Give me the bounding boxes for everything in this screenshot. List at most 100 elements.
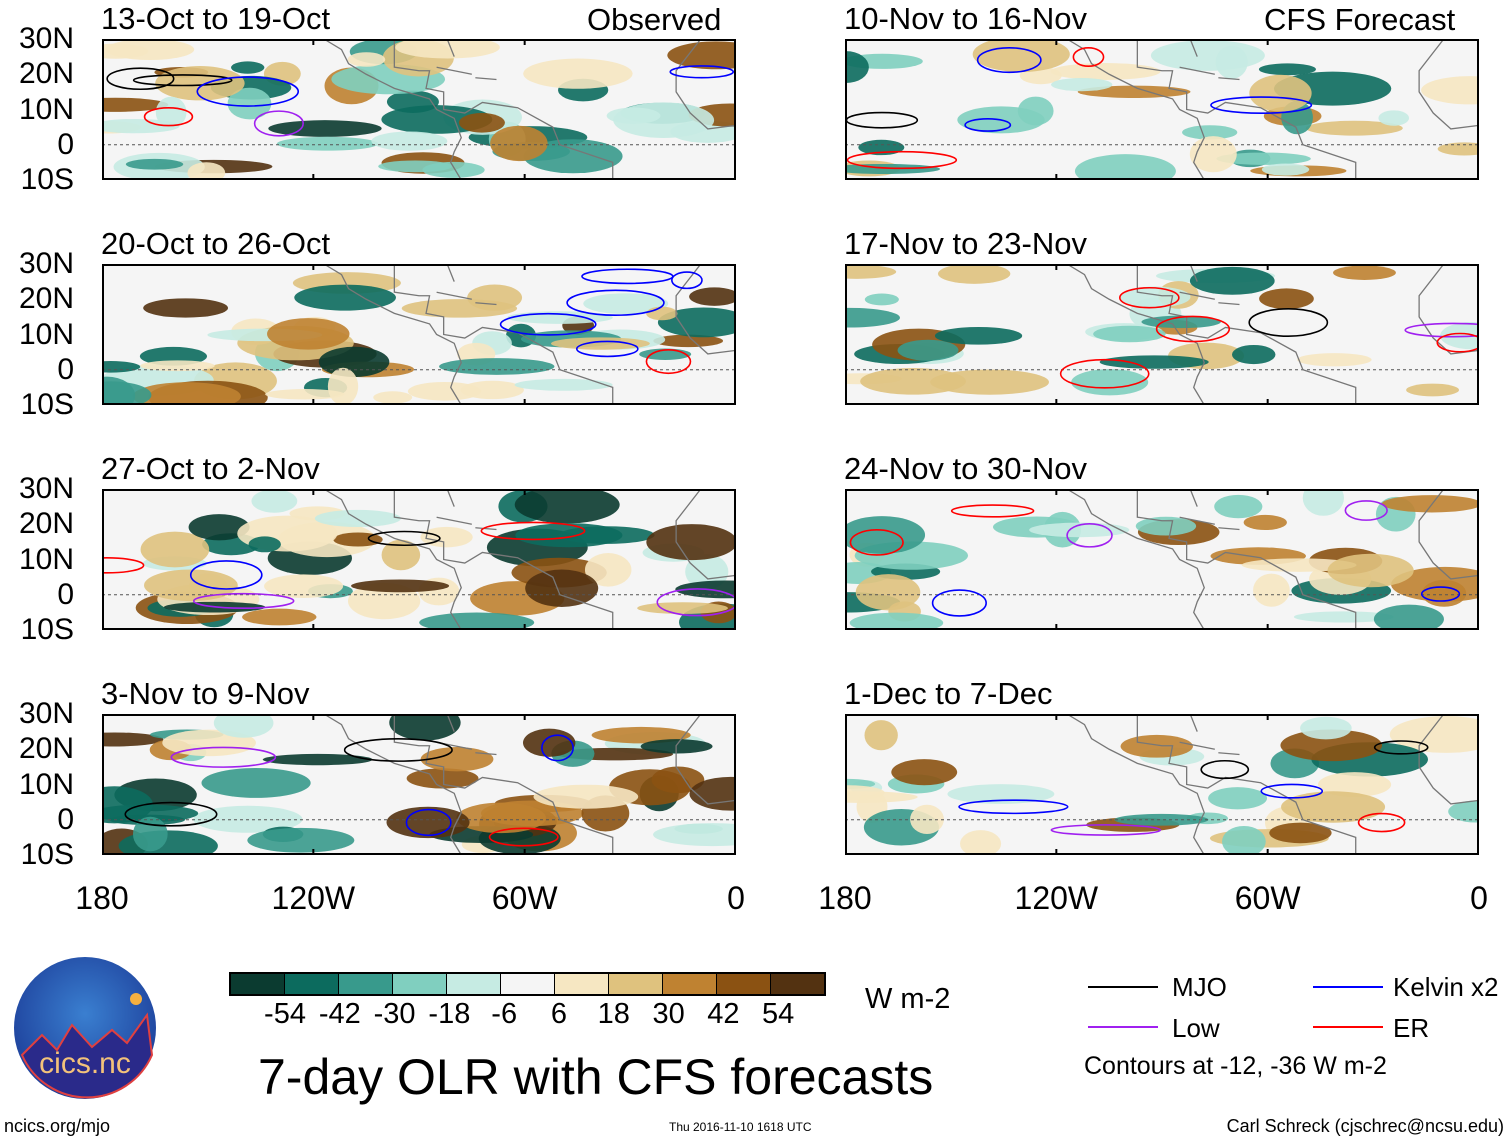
olr-anomaly-patch (1099, 355, 1209, 369)
filtered-olr-contour (1420, 586, 1461, 602)
olr-anomaly-patch (651, 766, 705, 794)
olr-anomaly-patch (864, 293, 899, 306)
legend-er-label: ER (1393, 1013, 1430, 1043)
filtered-olr-contour (405, 808, 452, 837)
olr-anomaly-patch (458, 112, 505, 133)
coastline (323, 489, 462, 630)
lat-tick-label: 20N (18, 732, 74, 766)
filtered-olr-contour (253, 110, 304, 137)
filtered-olr-contour (958, 799, 1069, 815)
olr-anomaly-patch (689, 287, 736, 306)
olr-map-panel (845, 264, 1479, 405)
olr-anomaly-patch (102, 732, 164, 747)
filtered-olr-contour (1059, 358, 1150, 389)
olr-anomaly-patch (1249, 74, 1312, 112)
olr-anomaly-patch (1253, 573, 1290, 607)
coastline (1179, 291, 1215, 300)
olr-anomaly-patch (646, 306, 678, 321)
olr-anomaly-patch (1071, 369, 1149, 396)
filtered-olr-contour (931, 589, 987, 617)
olr-anomaly-patch (247, 827, 355, 853)
olr-anomaly-patch (897, 339, 959, 361)
olr-anomaly-patch (1281, 791, 1386, 823)
coastline (1136, 714, 1357, 855)
olr-anomaly-patch (657, 307, 736, 338)
olr-anomaly-patch (155, 96, 187, 128)
olr-anomaly-patch (937, 264, 1011, 284)
olr-anomaly-patch (268, 120, 382, 137)
filtered-olr-contour (1344, 500, 1388, 521)
coastline (475, 302, 497, 306)
filtered-olr-contour (1155, 315, 1231, 343)
olr-anomaly-patch (523, 58, 633, 89)
filtered-olr-contour (106, 67, 175, 91)
filtered-olr-contour (102, 557, 145, 574)
filtered-olr-contour (499, 312, 597, 336)
olr-anomaly-patch (845, 785, 885, 801)
olr-anomaly-patch (213, 714, 274, 738)
filtered-olr-contour (480, 521, 586, 541)
olr-anomaly-patch (102, 786, 153, 824)
olr-anomaly-patch (845, 264, 897, 279)
coastline (1189, 264, 1198, 282)
colorbar-level-label: 6 (550, 998, 568, 1030)
olr-anomaly-patch (231, 61, 265, 74)
panel-title: 1-Dec to 7-Dec (844, 676, 1053, 711)
panel-frame (102, 264, 736, 405)
filtered-olr-contour (1373, 740, 1429, 755)
footer-timestamp: Thu 2016-11-10 1618 UTC (669, 1120, 812, 1134)
olr-anomaly-patch (1261, 163, 1310, 176)
filtered-olr-contour (1066, 523, 1113, 548)
olr-anomaly-patch (525, 569, 599, 607)
coastline (1418, 714, 1479, 805)
coastline (1136, 489, 1357, 630)
panel-title: 3-Nov to 9-Nov (101, 676, 310, 711)
olr-anomaly-patch (1317, 772, 1392, 798)
olr-anomaly-patch (314, 509, 401, 528)
olr-anomaly-patch (389, 714, 461, 741)
coastline (436, 291, 472, 300)
olr-anomaly-patch (947, 784, 1055, 804)
olr-anomaly-patch (378, 160, 453, 173)
olr-anomaly-patch (1150, 40, 1265, 71)
coastline (675, 489, 736, 580)
footer-author: Carl Schreck (cjschrec@ncsu.edu) (1226, 1116, 1504, 1136)
filtered-olr-contour (132, 74, 233, 87)
olr-anomaly-patch (583, 293, 669, 315)
olr-anomaly-patch (102, 381, 152, 405)
olr-anomaly-patch (855, 574, 921, 611)
filtered-olr-contour (645, 349, 692, 375)
olr-anomaly-patch (522, 728, 576, 757)
filtered-olr-contour (976, 46, 1042, 74)
olr-anomaly-patch (1327, 553, 1414, 588)
olr-anomaly-patch (1114, 813, 1209, 826)
olr-map-panel (102, 714, 736, 855)
olr-anomaly-patch (1258, 63, 1316, 76)
lat-tick-label: 20N (18, 282, 74, 316)
olr-anomaly-patch (242, 608, 317, 626)
colorbar-level-label: -54 (264, 998, 306, 1030)
lat-tick-label: 30N (18, 247, 74, 280)
legend-mjo-label: MJO (1172, 972, 1227, 1002)
coastline (1066, 39, 1205, 180)
coastline (436, 516, 472, 525)
olr-anomaly-patch (515, 523, 623, 548)
olr-anomaly-patch (265, 389, 345, 400)
olr-anomaly-patch (1077, 85, 1191, 98)
filtered-olr-contour (1248, 308, 1329, 337)
filtered-olr-contour (1260, 783, 1324, 799)
colorbar-level-label: -18 (428, 998, 471, 1030)
colorbar-level-label: 18 (597, 998, 630, 1030)
coastline (393, 489, 614, 630)
olr-anomaly-patch (373, 391, 413, 404)
olr-anomaly-patch (891, 759, 958, 786)
legend-low-line (1088, 1026, 1158, 1028)
colorbar-level-label: -30 (373, 998, 416, 1030)
olr-anomaly-patch (1269, 822, 1332, 844)
olr-anomaly-patch (264, 574, 344, 599)
olr-anomaly-patch (1222, 825, 1266, 855)
lat-tick-label: 30N (18, 697, 74, 730)
coastline (1218, 527, 1240, 531)
coastline (323, 39, 462, 180)
coastline (1189, 489, 1198, 507)
